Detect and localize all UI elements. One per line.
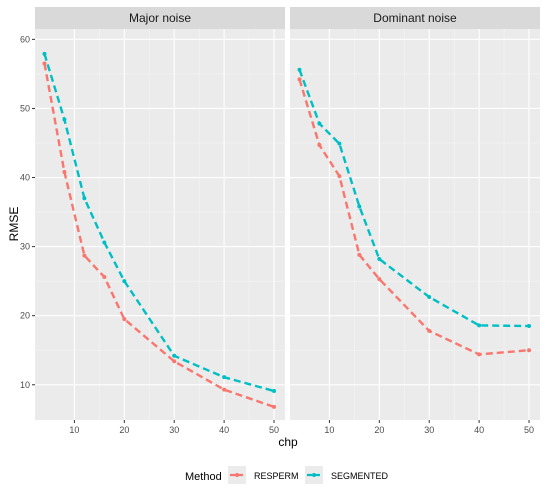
y-tick-label: 10 — [20, 380, 30, 390]
data-point-segmented — [297, 67, 302, 72]
y-tick-label: 60 — [20, 34, 30, 44]
data-point-resperm — [377, 277, 382, 282]
grid-lines — [290, 29, 540, 420]
series-lines — [42, 51, 277, 409]
series-line-resperm — [43, 63, 275, 409]
y-tick-label: 30 — [20, 242, 30, 252]
y-axis: 10 20 30 40 50 60 — [20, 34, 35, 390]
data-point-resperm — [357, 252, 362, 257]
panel-plot-area — [290, 29, 540, 420]
x-tick-label: 50 — [524, 425, 534, 435]
data-point-segmented — [172, 353, 177, 358]
panel-plot-area — [35, 29, 285, 420]
y-tick-label: 20 — [20, 311, 30, 321]
data-point-resperm — [297, 77, 302, 82]
data-point-segmented — [222, 375, 227, 380]
data-point-resperm — [272, 404, 277, 409]
legend-title: Method — [185, 471, 222, 483]
panel-dominant-noise: Dominant noise — [290, 7, 540, 420]
data-point-segmented — [82, 196, 87, 201]
data-point-segmented — [527, 324, 532, 329]
legend-key-resperm-point — [235, 473, 239, 477]
data-point-segmented — [357, 204, 362, 209]
series-line-segmented — [298, 69, 530, 328]
data-point-resperm — [337, 174, 342, 179]
data-point-resperm — [527, 348, 532, 353]
x-tick-label: 40 — [219, 425, 229, 435]
x-tick-label: 40 — [474, 425, 484, 435]
x-tick-label: 20 — [119, 425, 129, 435]
data-point-segmented — [477, 323, 482, 328]
panel-strip — [290, 7, 540, 29]
data-point-resperm — [477, 352, 482, 357]
series-lines — [297, 67, 532, 357]
data-point-resperm — [222, 387, 227, 392]
panel-title: Major noise — [129, 11, 191, 25]
x-tick-label: 30 — [169, 425, 179, 435]
data-point-segmented — [42, 51, 47, 56]
x-tick-label: 30 — [424, 425, 434, 435]
data-point-resperm — [82, 253, 87, 258]
data-point-segmented — [427, 295, 432, 300]
x-axis-title: chp — [278, 435, 298, 449]
data-point-resperm — [102, 275, 107, 280]
panel-major-noise: Major noise — [35, 7, 285, 420]
panel-strip — [35, 7, 285, 29]
legend: Method RESPERM SEGMENTED — [185, 466, 389, 484]
data-point-segmented — [317, 121, 322, 126]
data-point-resperm — [42, 61, 47, 66]
data-point-resperm — [317, 143, 322, 148]
data-point-segmented — [377, 257, 382, 262]
x-tick-label: 20 — [374, 425, 384, 435]
data-point-resperm — [122, 317, 127, 322]
data-point-segmented — [272, 388, 277, 393]
data-point-segmented — [337, 141, 342, 146]
data-point-resperm — [62, 169, 67, 174]
x-tick-label: 10 — [324, 425, 334, 435]
legend-label-resperm: RESPERM — [254, 471, 299, 481]
x-tick-label: 50 — [269, 425, 279, 435]
series-line-resperm — [298, 79, 530, 356]
legend-label-segmented: SEGMENTED — [331, 471, 389, 481]
legend-key-segmented-point — [312, 473, 316, 477]
data-point-segmented — [62, 117, 67, 122]
x-axis: 10 20 30 40 50 10 20 30 40 50 — [69, 420, 534, 435]
panel-title: Dominant noise — [373, 11, 457, 25]
data-point-resperm — [172, 359, 177, 364]
y-tick-label: 50 — [20, 103, 30, 113]
y-tick-label: 40 — [20, 173, 30, 183]
series-line-segmented — [43, 53, 275, 393]
data-point-segmented — [102, 240, 107, 245]
x-tick-label: 10 — [69, 425, 79, 435]
data-point-resperm — [427, 328, 432, 333]
data-point-segmented — [122, 279, 127, 284]
y-axis-title: RMSE — [7, 207, 21, 242]
